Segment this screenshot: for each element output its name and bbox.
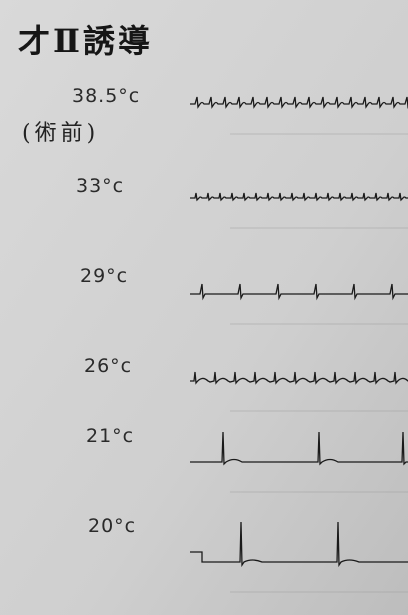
- figure: 才Ⅱ誘導 38.5°c (術前) 33°c 29°c 26°c 21°c 20°c: [0, 0, 408, 615]
- temperature-label: 29°c: [80, 265, 128, 287]
- figure-title: 才Ⅱ誘導: [18, 22, 153, 60]
- temperature-label: 20°c: [88, 515, 136, 537]
- page: 才Ⅱ誘導 38.5°c(術前)33°c29°c26°c21°c20°c (() …: [0, 0, 408, 615]
- temperature-label: 26°c: [84, 355, 132, 377]
- paper-background: [0, 0, 408, 615]
- temperature-label: 21°c: [86, 425, 134, 447]
- condition-note: (術前): [22, 121, 99, 146]
- temperature-label: 38.5°c: [72, 85, 140, 107]
- temperature-label: 33°c: [76, 175, 124, 197]
